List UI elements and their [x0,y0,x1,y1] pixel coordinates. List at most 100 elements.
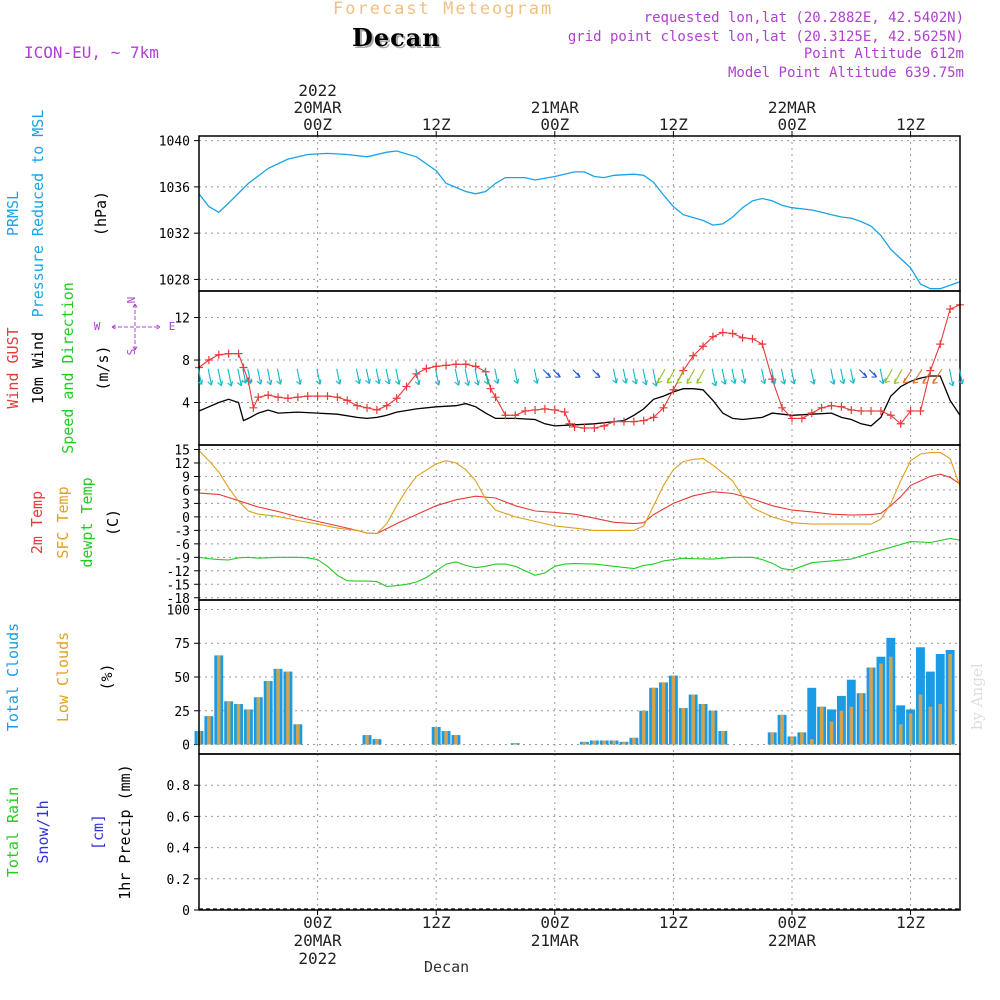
wind-series-1-marker-35 [511,411,520,420]
wind-arrow-head-34 [642,379,648,386]
clouds-low-bar-7 [266,681,270,745]
wind-series-1-marker-47 [619,417,628,426]
wind-arrow-59 [912,369,923,384]
wind-series-1-marker-3 [224,349,233,358]
clouds-low-bar-66 [849,706,854,745]
pressure-ytick-label-2: 1036 [159,181,190,196]
clouds-low-bar-70 [889,656,893,745]
wind-arrow-head-60 [922,378,928,384]
clouds-low-bar-10 [296,724,300,745]
wind-arrow-head-63 [958,378,964,385]
wind-arrow-head-55 [879,378,885,385]
wind-arrow-4 [237,368,242,386]
temperature-ytick-label-11: -18 [167,592,190,607]
wind-arrow-34 [642,368,647,385]
wind-arrow-head-16 [384,378,391,385]
temperature-series-2 [198,537,961,588]
wind-arrow-52 [850,368,855,384]
wind-arrow-head-49 [809,379,816,385]
wind-series-1-marker-65 [797,414,806,423]
compass-west: W [94,320,101,333]
clouds-low-bar-25 [444,731,448,745]
wind-arrow-14 [365,368,370,384]
clouds-low-bar-26 [454,735,458,745]
clouds-low-bar-5 [246,709,251,745]
compass-east: E [169,320,176,333]
wind-arrow-head-51 [839,378,846,385]
precip-ytick-label-4: 0.8 [167,779,190,794]
wind-arrow-head-0 [197,379,204,385]
clouds-low-bar-32 [513,743,518,745]
wind-arrow-50 [830,368,835,385]
model-label: ICON-EU, ~ 7km [24,43,159,62]
top-time-label-0-2: 00Z [303,115,332,134]
top-time-label-1-0: 12Z [422,115,451,134]
wind-arrow-56 [884,368,893,383]
wind-series-1-marker-23 [402,382,411,391]
wind-arrow-head-5 [241,378,248,384]
wind-arrow-head-37 [666,378,673,384]
temperature-axis-label-0: 2m Temp [28,491,46,554]
wind-series-1-marker-46 [610,417,619,426]
clouds-ytick-label-1: 25 [174,705,190,720]
wind-series-1-marker-70 [847,405,856,414]
wind-series-1-marker-9 [264,391,273,400]
top-time-label-2-1: 00Z [540,115,569,134]
wind-arrow-head-10 [296,379,302,385]
wind-series-1-marker-39 [550,405,559,414]
precip-ytick-label-3: 0.6 [167,810,190,825]
clouds-low-bar-17 [365,735,369,745]
bottom-time-label-2-0: 00Z [540,913,569,932]
grid-point-coords: grid point closest lon,lat (20.3125E, 42… [567,29,964,45]
clouds-low-bar-64 [829,721,834,745]
wind-arrow-3 [227,368,233,387]
wind-series-1-marker-73 [876,407,885,416]
clouds-low-bar-62 [809,739,814,745]
temperature-ytick-label-8: -9 [174,551,190,566]
wind-arrow-41 [711,368,717,387]
wind-arrow-head-48 [790,378,796,385]
clouds-low-bar-42 [612,740,616,745]
wind-arrow-head-4 [237,380,243,387]
wind-arrow-48 [790,368,795,385]
wind-arrow-head-18 [414,379,421,386]
wind-series-1-marker-66 [807,409,816,418]
precip-frame [198,753,961,911]
wind-series-1-marker-59 [738,333,747,342]
clouds-low-bar-9 [286,671,290,745]
wind-series-1-marker-60 [748,334,757,343]
top-time-label-4-0: 22MAR [768,98,817,117]
wind-axis-label-2: Speed and Direction [59,282,77,454]
clouds-low-bar-2 [216,655,221,745]
temperature-ytick-label-9: -12 [167,565,190,580]
clouds-low-bar-44 [632,737,636,745]
wind-series-1 [198,304,961,429]
wind-series-1-marker-4 [234,349,243,358]
wind-arrow-57 [893,368,903,384]
wind-series-1-marker-41 [565,419,574,428]
wind-series-1-marker-49 [639,416,648,425]
wind-arrow-head-62 [948,380,955,387]
wind-arrow-10 [296,368,301,385]
wind-series-1-marker-16 [333,393,342,402]
temperature-series-1 [198,450,961,535]
wind-arrow-22 [474,368,479,386]
wind-series-1-marker-12 [293,393,302,402]
clouds-low-bar-71 [898,724,903,745]
temperature-ytick-label-7: -6 [174,538,190,553]
wind-series-1-marker-19 [363,403,372,412]
wind-series-1-marker-17 [343,396,352,405]
wind-series-1-marker-64 [787,414,796,423]
wind-arrow-head-27 [545,372,552,378]
wind-series-1-marker-20 [372,405,381,414]
wind-arrow-head-39 [686,378,692,384]
wind-series-1-marker-55 [699,342,708,351]
bottom-time-label-1-0: 12Z [422,913,451,932]
wind-series-1-marker-25 [422,364,431,373]
top-time-label-2-0: 21MAR [531,98,580,117]
pressure-ytick-label-3: 1040 [159,135,190,150]
wind-arrow-38 [676,368,686,384]
pressure-ytick-label-1: 1032 [159,227,190,242]
wind-arrow-head-28 [555,372,561,378]
pressure-axis-label-1: Pressure Reduced to MSL [29,110,47,318]
